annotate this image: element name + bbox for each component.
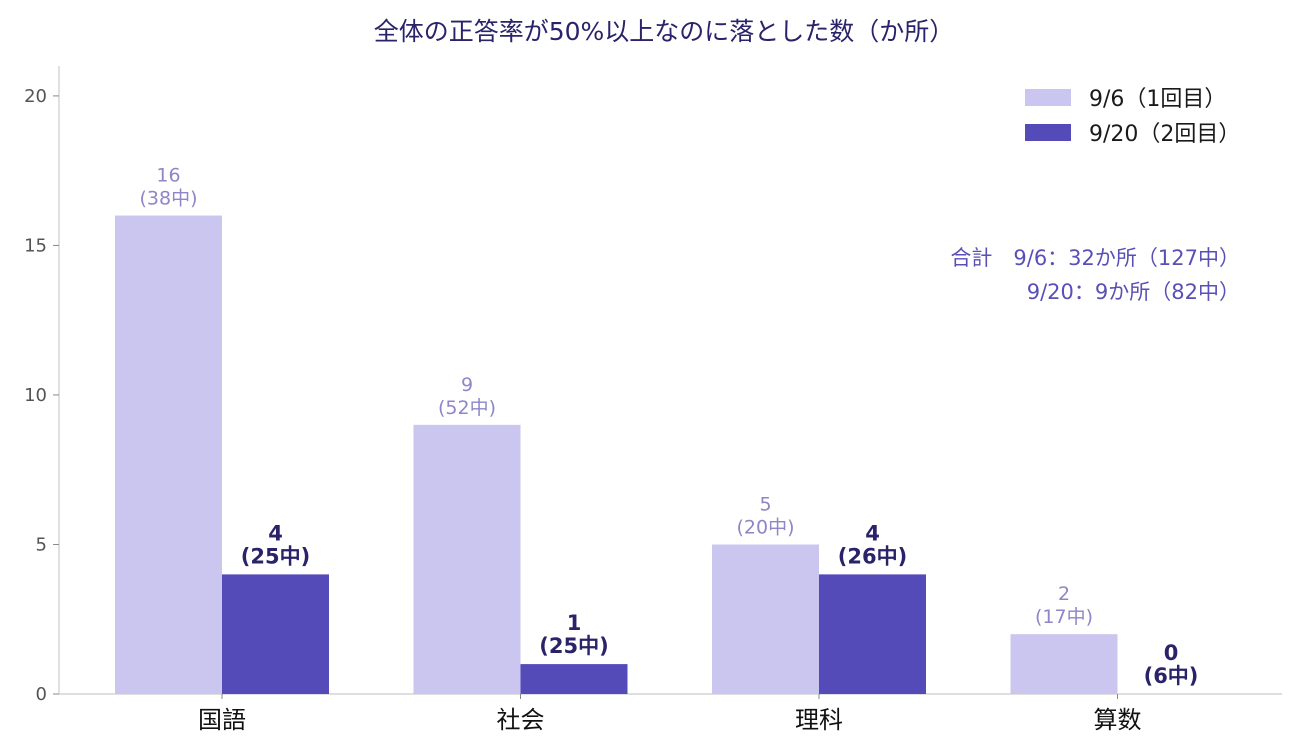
y-tick-label: 10 <box>24 385 47 406</box>
total-annotation-line-2: 9/20：9か所（82中） <box>1027 280 1240 304</box>
bar-value-label: 4 <box>865 521 880 545</box>
bar-sub-label: (20中) <box>736 516 794 538</box>
x-tick-label: 理科 <box>795 706 843 734</box>
bar-value-label: 5 <box>759 493 771 515</box>
y-tick-label: 5 <box>36 534 47 555</box>
bar-first-round <box>115 215 222 694</box>
legend-swatch-second <box>1025 124 1071 141</box>
legend-label-second: 9/20（2回目） <box>1089 122 1240 147</box>
bar-value-label: 0 <box>1164 641 1179 665</box>
bar-sub-label: (6中) <box>1144 664 1199 688</box>
y-tick-label: 0 <box>36 684 47 705</box>
bar-value-label: 2 <box>1058 583 1070 605</box>
y-axis-ticks: 0 5 10 15 20 <box>24 86 59 705</box>
bar-first-round <box>1010 634 1118 694</box>
x-tick-label: 国語 <box>198 706 246 734</box>
legend-label-first: 9/6（1回目） <box>1089 87 1226 112</box>
bar-sub-label: (25中) <box>539 634 608 658</box>
bar-sub-label: (25中) <box>241 544 310 568</box>
total-annotation: 合計 9/6：32か所（127中） 9/20：9か所（82中） <box>950 246 1240 304</box>
x-axis-ticks: 国語 社会 理科 算数 <box>198 694 1142 734</box>
legend-swatch-first <box>1025 89 1071 106</box>
bar-sub-label: (17中) <box>1035 606 1093 628</box>
bar-second-round <box>520 664 628 694</box>
bar-second-round <box>222 574 329 694</box>
bar-value-label: 16 <box>156 165 180 187</box>
bar-first-round <box>413 424 521 694</box>
x-tick-label: 社会 <box>497 706 545 734</box>
bar-sub-label: (38中) <box>139 188 197 210</box>
bar-labels: 16(38中)4(25中)9(52中)1(25中)5(20中) 4(26中)2(1… <box>139 165 1198 688</box>
bar-value-label: 1 <box>567 611 582 635</box>
bar-value-label: 4 <box>268 521 283 545</box>
y-tick-label: 20 <box>24 86 47 107</box>
bar-sub-label: (26中) <box>838 544 907 568</box>
bar-sub-label: (52中) <box>438 397 496 419</box>
bar-value-label: 9 <box>461 374 473 396</box>
x-tick-label: 算数 <box>1094 706 1142 734</box>
y-tick-label: 15 <box>24 235 47 256</box>
chart-title: 全体の正答率が50%以上なのに落とした数（か所） <box>374 17 955 46</box>
total-annotation-line-1: 合計 9/6：32か所（127中） <box>950 246 1240 270</box>
bar-first-round <box>712 544 819 694</box>
bars <box>115 215 1118 694</box>
legend: 9/6（1回目） 9/20（2回目） <box>1025 87 1240 147</box>
bar-second-round <box>819 574 926 694</box>
